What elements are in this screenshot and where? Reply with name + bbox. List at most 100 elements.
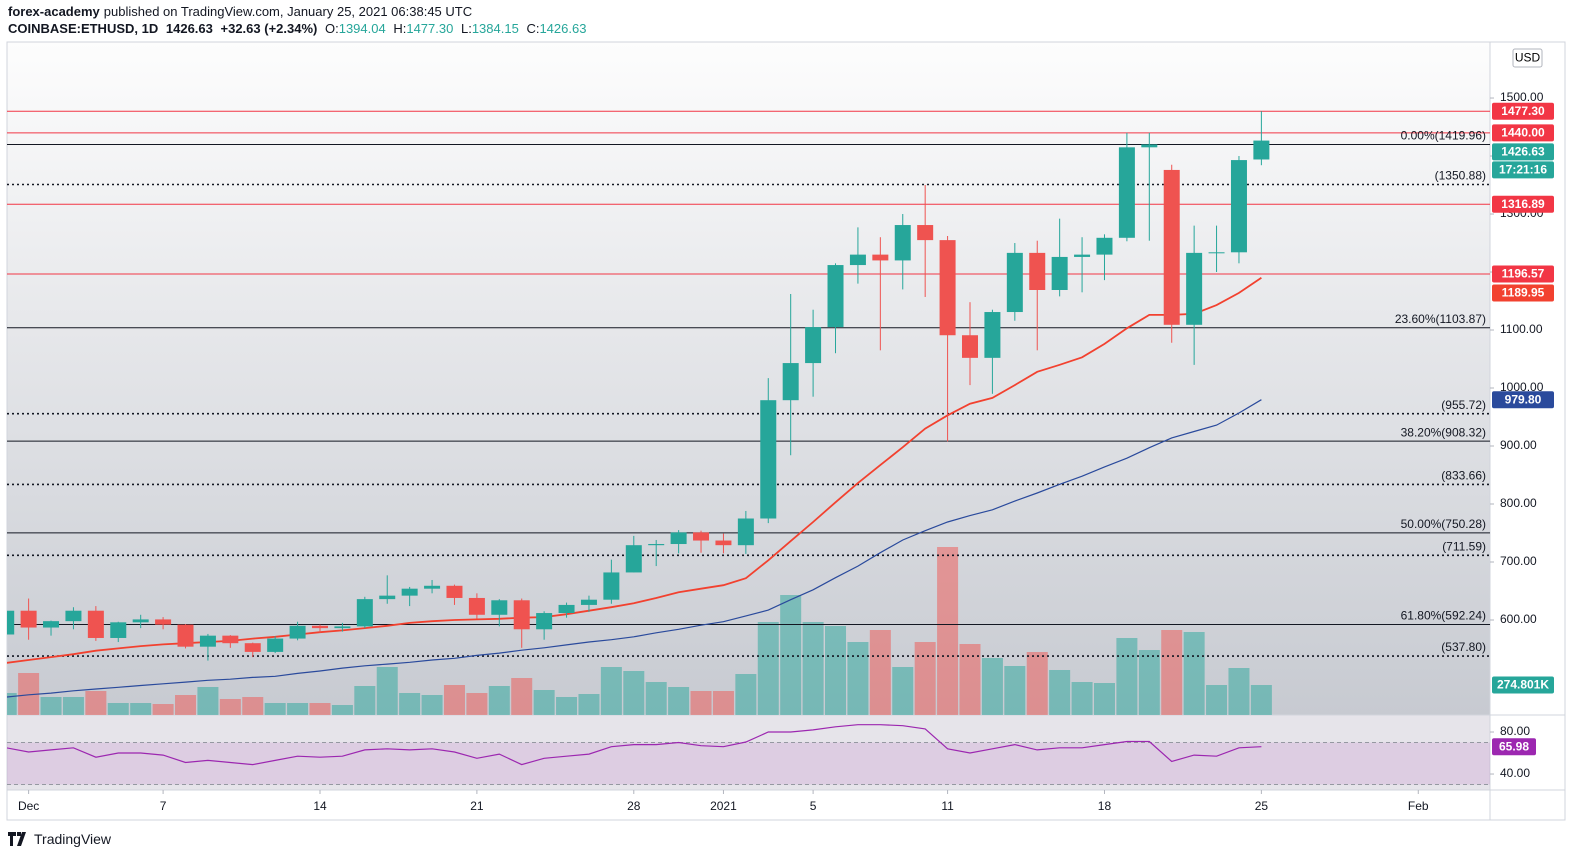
currency-box[interactable] xyxy=(1512,48,1543,68)
volume-bar xyxy=(533,690,555,715)
candle-body xyxy=(580,599,597,605)
symbol-line: COINBASE:ETHUSD, 1D 1426.63 +32.63 (+2.3… xyxy=(8,21,590,36)
candle-body xyxy=(356,599,373,627)
volume-bar xyxy=(488,686,510,715)
candle-body xyxy=(379,595,396,600)
candle-body xyxy=(446,585,463,598)
y-tick-label: 1000.00 xyxy=(1500,380,1544,394)
price-badge-label: 1189.95 xyxy=(1502,286,1545,300)
volume-bar xyxy=(847,642,869,715)
volume-bar xyxy=(1071,682,1093,715)
price-badge xyxy=(1492,195,1554,213)
candle-body xyxy=(334,626,351,629)
moving-average xyxy=(7,399,1262,698)
volume-bar xyxy=(197,687,219,715)
candle-body xyxy=(1186,252,1203,325)
x-tick-label: 11 xyxy=(941,799,954,813)
candle-body xyxy=(491,600,508,615)
candle-body xyxy=(693,532,710,541)
candle-body xyxy=(424,585,441,589)
x-tick-label: Feb xyxy=(1408,799,1429,813)
y-tick-label: 1100.00 xyxy=(1500,322,1543,336)
fib-label: 61.80%(592.24) xyxy=(1401,609,1486,623)
volume-bar xyxy=(735,674,757,715)
candle-body xyxy=(7,610,15,635)
volume-bar xyxy=(1228,668,1250,715)
candle-body xyxy=(87,610,104,638)
candle-body xyxy=(401,588,418,596)
price-badge-label: 1426.63 xyxy=(1501,144,1545,158)
chart: USD 600.00 700.00 800.00 900.00 1000.00 1100.… xyxy=(6,41,1566,821)
fib-label: (537.80) xyxy=(1441,640,1486,654)
volume-bar xyxy=(757,622,779,715)
volume-bar xyxy=(959,644,981,715)
volume-bar xyxy=(331,705,353,715)
y-tick-label: 1500.00 xyxy=(1500,90,1544,104)
candle-body xyxy=(513,600,530,630)
candle-body xyxy=(132,619,149,623)
candle-body xyxy=(805,327,822,364)
candle-body xyxy=(1230,160,1247,253)
x-tick-label: 25 xyxy=(1255,799,1269,813)
rsi-tick-label: 80.00 xyxy=(1500,724,1530,738)
volume-bar xyxy=(399,693,421,715)
candle-body xyxy=(558,604,575,614)
price-badge-label: 17:21:16 xyxy=(1499,162,1547,176)
fib-label: (955.72) xyxy=(1441,398,1486,412)
c-value: 1426.63 xyxy=(539,21,587,36)
volume-bar xyxy=(466,693,488,715)
volume-bar xyxy=(309,703,331,715)
volume-bar xyxy=(578,694,600,715)
volume-bar xyxy=(242,697,264,715)
volume-bar xyxy=(18,673,40,715)
fib-label: 50.00%(750.28) xyxy=(1401,517,1486,531)
last-price: 1426.63 xyxy=(165,21,213,36)
volume-bar xyxy=(107,703,129,715)
candle-body xyxy=(1118,147,1135,238)
author[interactable]: forex-academy xyxy=(8,4,100,19)
price-pane xyxy=(7,42,1490,715)
volume-bar xyxy=(600,667,622,715)
price-badge xyxy=(1492,143,1554,161)
candle-body xyxy=(20,610,37,628)
candle-body xyxy=(267,638,284,652)
publish-line: forex-academy published on TradingView.co… xyxy=(8,4,476,19)
o-value: 1394.04 xyxy=(338,21,386,36)
candle-body xyxy=(1163,169,1180,325)
candle-body xyxy=(1074,254,1091,257)
candle-body xyxy=(737,518,754,546)
candle-body xyxy=(1096,237,1113,255)
x-tick-label: 7 xyxy=(160,799,167,813)
fib-label: 23.60%(1103.87) xyxy=(1395,312,1486,326)
h-value: 1477.30 xyxy=(406,21,454,36)
h-label: H: xyxy=(393,21,407,36)
volume-bar xyxy=(219,699,241,715)
candle-body xyxy=(625,545,642,573)
volume-bar xyxy=(556,697,578,715)
volume-bar xyxy=(62,697,84,715)
volume-bar xyxy=(825,626,847,715)
fib-label: (833.66) xyxy=(1441,469,1486,483)
c-label: C: xyxy=(526,21,540,36)
price-badge xyxy=(1492,391,1554,409)
volume-bar xyxy=(1026,652,1048,715)
footer: TradingView xyxy=(8,829,111,849)
candle-body xyxy=(1051,256,1068,290)
volume-bar xyxy=(443,685,465,715)
volume-bar xyxy=(40,697,62,715)
candle-body xyxy=(648,544,665,546)
y-tick-label: 600.00 xyxy=(1500,612,1537,626)
volume-bar xyxy=(511,678,533,715)
x-tick-label: 18 xyxy=(1098,799,1112,813)
volume-bar xyxy=(421,695,443,715)
x-tick-label: 21 xyxy=(470,799,484,813)
volume-bar xyxy=(712,691,734,715)
price-badge-label: 1316.89 xyxy=(1501,197,1545,211)
candle-body xyxy=(43,621,60,628)
candle-body xyxy=(1141,144,1158,148)
volume-bar xyxy=(376,667,398,715)
volume-bar xyxy=(287,703,309,715)
candle-body xyxy=(311,625,328,629)
volume-bar xyxy=(175,695,197,715)
